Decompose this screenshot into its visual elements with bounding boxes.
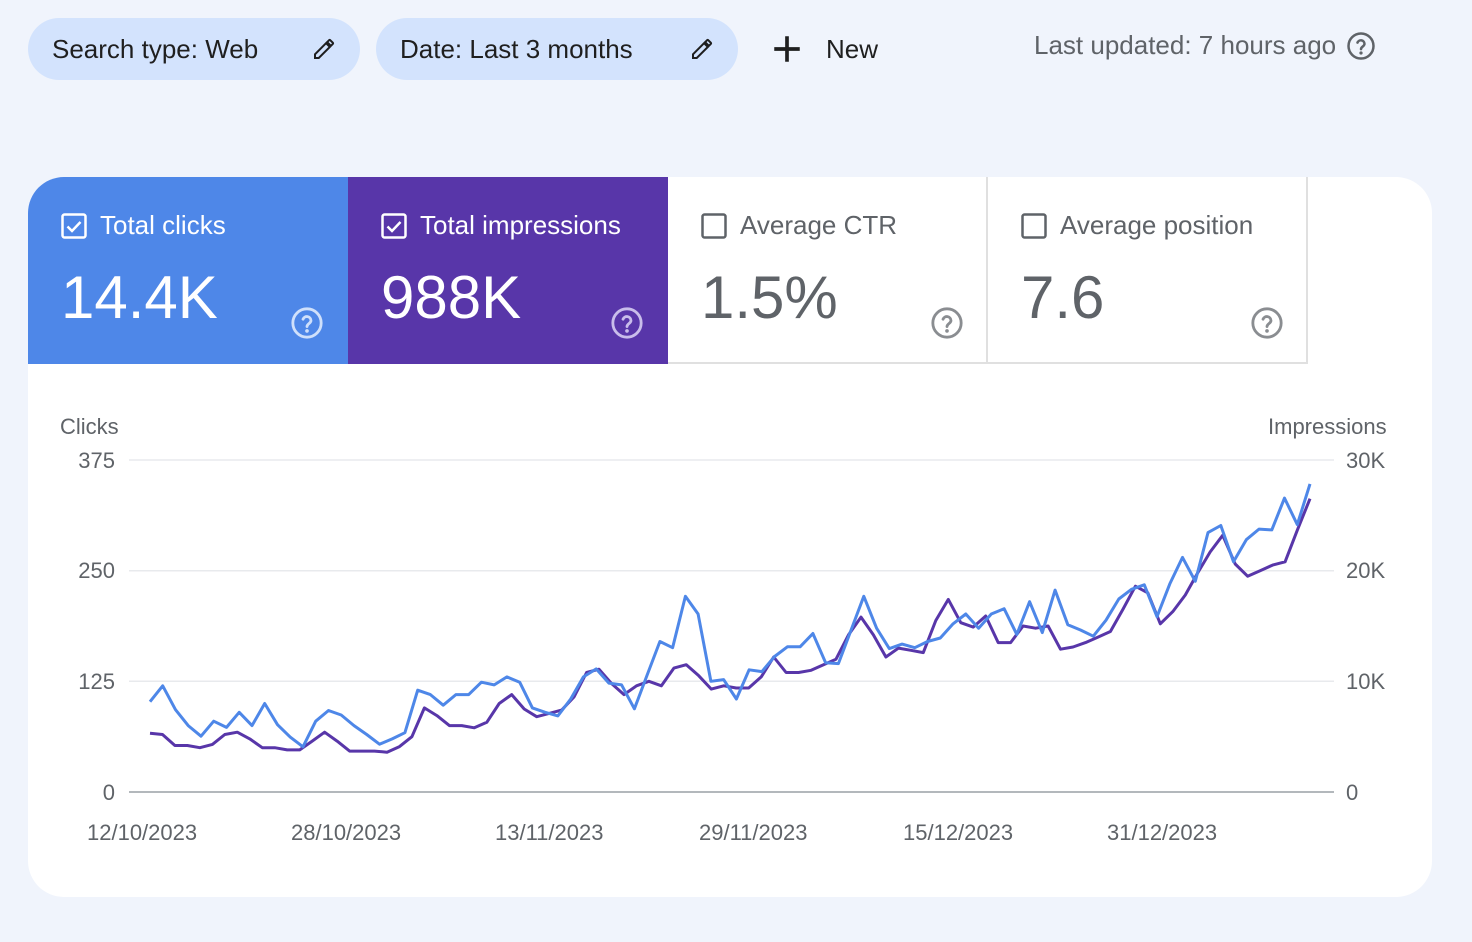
plus-icon — [774, 36, 800, 62]
left-axis-tick: 0 — [102, 780, 115, 805]
date-filter-chip[interactable]: Date: Last 3 months — [376, 18, 738, 80]
help-circle-icon[interactable] — [930, 306, 964, 340]
right-axis-tick: 30K — [1346, 448, 1386, 473]
metric-tile-average-ctr[interactable]: Average CTR 1.5% — [668, 177, 988, 364]
x-axis-tick: 28/10/2023 — [291, 820, 402, 845]
checkbox-checked-icon[interactable] — [381, 213, 407, 239]
metric-tile-total-clicks[interactable]: Total clicks 14.4K — [28, 177, 348, 364]
metric-label: Total impressions — [420, 210, 621, 240]
metric-value: 7.6 — [1021, 264, 1105, 331]
metric-label: Average CTR — [740, 210, 898, 240]
x-axis-tick: 12/10/2023 — [87, 820, 198, 845]
x-axis-tick: 15/12/2023 — [903, 820, 1014, 845]
x-axis-tick: 13/11/2023 — [495, 820, 604, 845]
metric-value: 14.4K — [61, 264, 218, 331]
checkbox-checked-icon[interactable] — [61, 213, 87, 239]
help-circle-icon[interactable] — [1346, 31, 1376, 61]
clicks-series-line[interactable] — [148, 483, 1312, 749]
checkbox-empty-icon[interactable] — [701, 213, 727, 239]
pencil-icon — [692, 39, 712, 59]
checkbox-empty-icon[interactable] — [1021, 213, 1047, 239]
metric-tile-total-impressions[interactable]: Total impressions 988K — [348, 177, 668, 364]
metric-value: 988K — [381, 264, 522, 331]
metric-label: Average position — [1060, 210, 1254, 240]
help-circle-icon[interactable] — [1250, 306, 1284, 340]
new-filter-label: New — [826, 33, 879, 64]
help-circle-icon[interactable] — [290, 306, 324, 340]
help-circle-icon[interactable] — [610, 306, 644, 340]
x-axis-tick: 31/12/2023 — [1107, 820, 1218, 845]
metric-tile-average-position[interactable]: Average position 7.6 — [988, 177, 1308, 364]
date-filter-label: Date: Last 3 months — [400, 33, 633, 64]
metric-value: 1.5% — [701, 264, 838, 331]
x-axis-tick: 29/11/2023 — [699, 820, 808, 845]
new-filter-button[interactable]: New — [770, 18, 878, 80]
search-type-filter-label: Search type: Web — [52, 33, 259, 64]
left-axis-title: Clicks — [60, 414, 119, 439]
last-updated-status: Last updated: 7 hours ago — [1034, 30, 1376, 61]
right-axis-tick: 10K — [1346, 669, 1386, 694]
left-axis-tick: 375 — [78, 448, 115, 473]
pencil-icon — [314, 39, 334, 59]
metric-label: Total clicks — [100, 210, 226, 240]
right-axis-tick: 0 — [1346, 780, 1359, 805]
right-axis-tick: 20K — [1346, 558, 1386, 583]
search-type-filter-chip[interactable]: Search type: Web — [28, 18, 360, 80]
right-axis-title: Impressions — [1268, 414, 1387, 439]
last-updated-text: Last updated: 7 hours ago — [1034, 30, 1337, 60]
left-axis-tick: 250 — [78, 558, 115, 583]
left-axis-tick: 125 — [78, 669, 115, 694]
